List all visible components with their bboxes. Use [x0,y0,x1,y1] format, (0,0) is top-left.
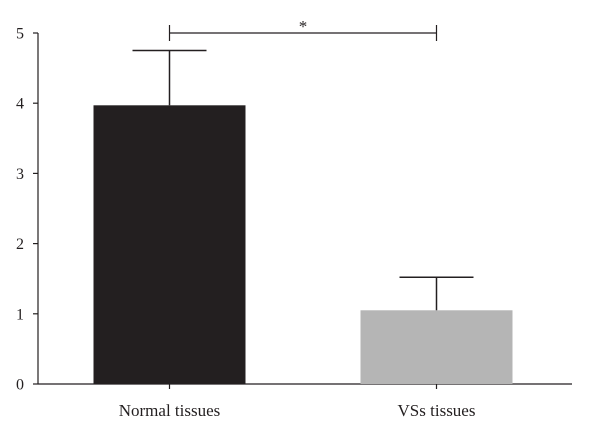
y-tick-label: 5 [16,26,24,43]
significance-bracket: * [168,17,438,41]
y-tick-label: 2 [16,236,24,253]
x-tick-label: VSs tissues [398,401,476,420]
y-tick-label: 0 [16,377,24,394]
bar-normal-tissues [93,105,246,384]
x-tick-label: Normal tissues [119,401,221,420]
error-bars [132,49,474,311]
y-tick-label: 3 [16,166,24,183]
y-tick-label: 1 [16,306,24,323]
significance-label: * [299,17,308,36]
y-tick-label: 4 [16,96,24,113]
bar-vss-tissues [360,310,513,384]
bars [93,105,513,384]
